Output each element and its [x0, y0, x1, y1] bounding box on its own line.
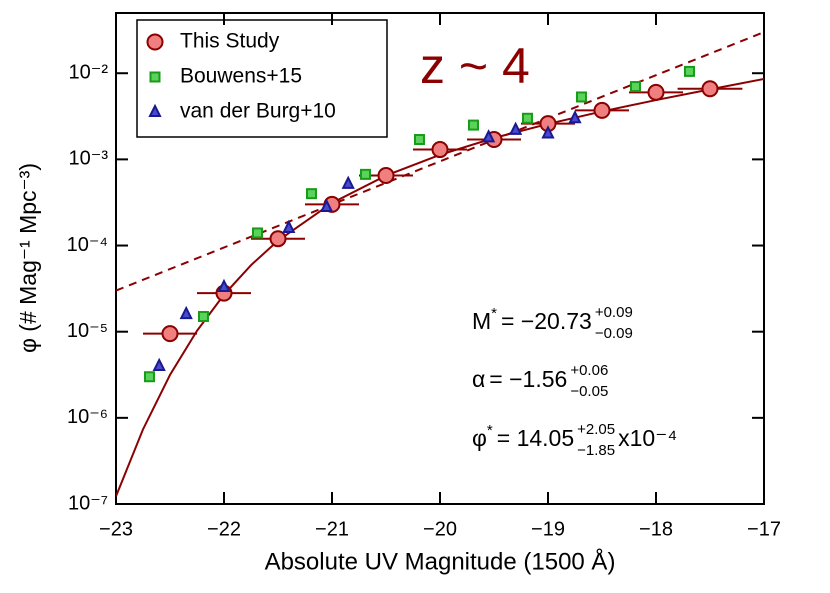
x-tick-label: −22 [207, 518, 241, 540]
annotation-text: φ* = 14.05 [472, 422, 574, 451]
x-tick-label: −21 [315, 518, 349, 540]
lower-error: −0.09 [595, 325, 633, 342]
upper-error: +2.05 [577, 421, 615, 438]
marker [568, 110, 582, 124]
marker [161, 325, 179, 343]
legend-label: This Study [180, 30, 280, 53]
symbol: φ [472, 425, 487, 451]
marker [305, 188, 317, 200]
legend-label: van der Burg+10 [180, 100, 336, 123]
marker [149, 71, 161, 83]
marker [413, 134, 425, 146]
annotation: φ* = 14.05 +2.05 −1.85 x10⁻⁴ [472, 421, 677, 459]
marker [377, 166, 395, 184]
upper-error: +0.06 [570, 362, 608, 379]
legend-box [136, 19, 388, 138]
value: = −1.56 [489, 366, 567, 392]
y-tick-label: 10⁻⁵ [67, 320, 108, 342]
x-tick-label: −20 [423, 518, 457, 540]
x-tick-label: −19 [531, 518, 565, 540]
marker [701, 80, 719, 98]
redshift-label: z ~ 4 [420, 38, 530, 94]
marker [766, 34, 775, 43]
marker [521, 112, 533, 124]
annotation: α = −1.56 +0.06 −0.05 [472, 362, 608, 400]
marker [179, 305, 193, 320]
upper-error: +0.09 [595, 304, 633, 321]
annotation-text: M* = −20.73 [472, 305, 592, 334]
y-tick-label: 10⁻³ [69, 148, 109, 170]
marker [431, 141, 449, 159]
x-tick-label: −17 [747, 518, 781, 540]
marker [152, 357, 166, 371]
marker [282, 219, 296, 233]
x-tick-label: −23 [99, 518, 133, 540]
marker [647, 83, 665, 101]
symbol: M [472, 308, 491, 334]
marker [143, 371, 155, 383]
x-tick-label: −18 [639, 518, 673, 540]
y-tick-label: 10⁻² [69, 62, 109, 84]
marker [481, 129, 496, 143]
lower-error: −1.85 [577, 442, 615, 459]
marker [683, 65, 695, 77]
marker [359, 168, 371, 180]
marker [467, 119, 479, 131]
y-tick-label: 10⁻⁶ [67, 406, 108, 428]
marker [629, 81, 641, 93]
value: = −20.73 [501, 308, 592, 334]
y-tick-label: 10⁻⁴ [67, 234, 108, 256]
marker [146, 33, 164, 51]
lower-error: −0.05 [570, 383, 608, 400]
marker [341, 175, 355, 189]
marker [148, 103, 162, 117]
marker [593, 101, 611, 119]
marker [197, 311, 209, 323]
marker [319, 198, 334, 213]
marker [217, 278, 231, 293]
marker [575, 91, 587, 103]
fit-line [116, 77, 764, 497]
superscript: * [491, 305, 497, 322]
annotation-text: α = −1.56 [472, 366, 567, 392]
y-axis-label: φ (# Mag⁻¹ Mpc⁻³) [15, 163, 41, 353]
marker [251, 227, 263, 239]
unit: x10⁻⁴ [618, 425, 677, 451]
x-axis-label: Absolute UV Magnitude (1500 Å) [265, 547, 616, 575]
annotation: M* = −20.73 +0.09 −0.09 [472, 304, 633, 342]
symbol: α [472, 366, 485, 392]
marker [508, 121, 523, 135]
value: = 14.05 [497, 425, 574, 451]
y-tick-label: 10⁻⁷ [68, 492, 108, 514]
legend: This Study Bouwens+15 van der Burg+10 [136, 19, 388, 138]
powerlaw-line [116, 31, 764, 292]
legend-label: Bouwens+15 [180, 65, 302, 88]
superscript: * [487, 422, 493, 439]
marker [541, 125, 555, 139]
marker [269, 230, 287, 248]
